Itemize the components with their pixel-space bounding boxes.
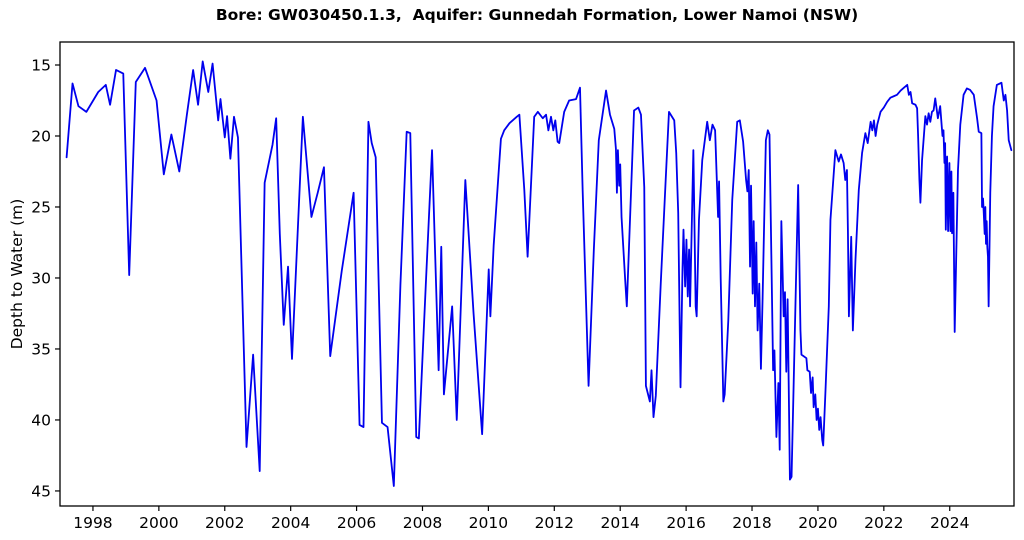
- plot-border: [59, 41, 1015, 507]
- chart-title: Bore: GW030450.1.3, Aquifer: Gunnedah Fo…: [215, 6, 859, 24]
- x-tick-label: 2010: [469, 514, 508, 532]
- x-tick-label: 2000: [139, 514, 178, 532]
- y-tick-label: 20: [31, 127, 51, 145]
- y-tick-label: 30: [31, 269, 51, 287]
- x-tick-label: 1998: [73, 514, 112, 532]
- y-tick-label: 25: [31, 198, 51, 216]
- x-tick-label: 2008: [403, 514, 442, 532]
- x-tick-label: 2014: [600, 514, 639, 532]
- x-tick-label: 2022: [864, 514, 903, 532]
- x-tick-label: 2020: [798, 514, 837, 532]
- x-tick-label: 2004: [271, 514, 310, 532]
- x-tick-label: 2002: [205, 514, 244, 532]
- x-tick-label: 2016: [666, 514, 705, 532]
- y-tick-label: 15: [31, 57, 51, 75]
- y-tick-label: 45: [31, 482, 51, 500]
- x-tick-label: 2024: [930, 514, 969, 532]
- x-tick-label: 2012: [535, 514, 574, 532]
- y-tick-label: 35: [31, 340, 51, 358]
- x-tick-label: 2006: [337, 514, 376, 532]
- y-tick-label: 40: [31, 411, 51, 429]
- x-tick-label: 2018: [732, 514, 771, 532]
- depth-to-water-line: [65, 60, 1013, 487]
